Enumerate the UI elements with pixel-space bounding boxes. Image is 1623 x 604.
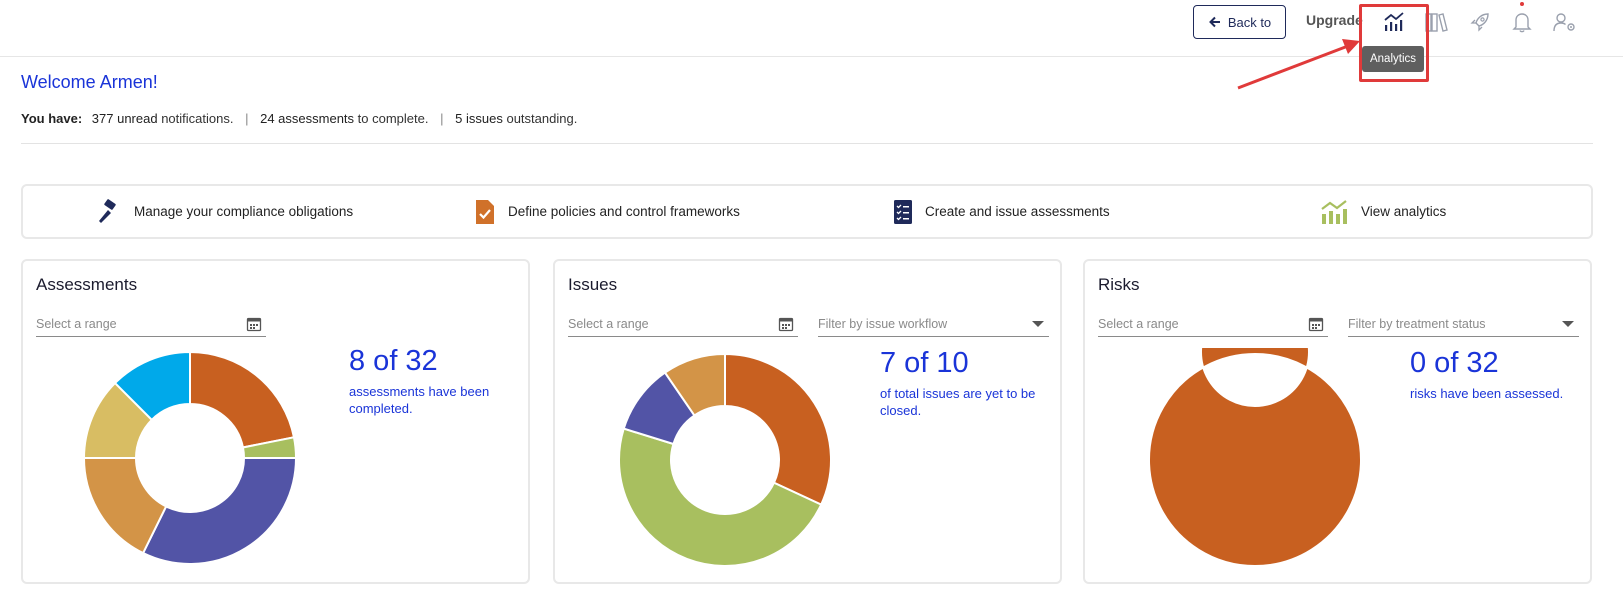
arrow-left-icon — [1208, 16, 1220, 28]
assessments-donut-chart — [82, 350, 298, 565]
range-placeholder: Select a range — [568, 316, 649, 331]
assessments-stat-text-2: completed. — [349, 401, 413, 416]
treatment-status-select[interactable]: Filter by treatment status — [1348, 311, 1579, 337]
bell-icon[interactable] — [1508, 8, 1536, 36]
risks-donut-chart — [1148, 348, 1362, 567]
back-button-label: Back to — [1227, 14, 1272, 30]
risks-stat: 0 of 32 — [1410, 347, 1499, 379]
notifications-text: notifications. — [161, 111, 234, 126]
annotation-highlight-box — [1359, 4, 1429, 82]
action-create-assessments[interactable]: Create and issue assessments — [893, 186, 1110, 237]
donut-slice[interactable] — [141, 457, 298, 565]
donut-slice[interactable] — [618, 427, 823, 567]
action-compliance-obligations[interactable]: Manage your compliance obligations — [96, 186, 353, 237]
issues-count[interactable]: 5 issues — [455, 111, 503, 126]
issues-donut-chart — [618, 352, 832, 567]
donut-slice[interactable] — [189, 350, 296, 449]
issues-stat-text-2: closed. — [880, 403, 922, 418]
notification-dot — [1520, 2, 1524, 6]
notifications-count[interactable]: 377 unread — [91, 111, 158, 126]
analytics-tooltip: Analytics — [1362, 46, 1424, 72]
risks-stat-text-1: risks have been assessed. — [1410, 386, 1564, 401]
card-title: Assessments — [36, 275, 138, 294]
calendar-icon[interactable] — [1308, 316, 1324, 332]
welcome-heading: Welcome Armen! — [21, 72, 158, 92]
rocket-icon[interactable] — [1466, 8, 1494, 36]
donut-slice[interactable] — [663, 352, 726, 417]
assessments-stat-text-1: assessments have been — [349, 384, 490, 399]
dropdown-arrow-icon — [1032, 320, 1044, 327]
analytics-icon[interactable] — [1380, 8, 1408, 36]
calendar-icon[interactable] — [246, 316, 262, 332]
action-label: Define policies and control frameworks — [508, 204, 740, 219]
annotation-arrow — [1237, 39, 1360, 90]
filter-placeholder: Filter by treatment status — [1348, 316, 1486, 331]
policy-doc-icon — [476, 199, 494, 224]
issues-range-input[interactable]: Select a range — [568, 311, 798, 337]
card-title: Risks — [1098, 275, 1140, 294]
assessments-text: to complete. — [357, 111, 429, 126]
assessments-stat: 8 of 32 — [349, 345, 438, 377]
action-label: View analytics — [1361, 204, 1447, 219]
divider — [21, 143, 1593, 144]
range-placeholder: Select a range — [36, 316, 117, 331]
range-placeholder: Select a range — [1098, 316, 1179, 331]
gavel-icon — [99, 198, 116, 223]
donut-slice[interactable] — [724, 352, 832, 506]
quick-actions-bar: Manage your compliance obligations Defin… — [21, 184, 1593, 239]
action-label: Create and issue assessments — [925, 204, 1110, 219]
checklist-icon — [894, 199, 912, 224]
top-bar: Back to Upgrade Analytics — [0, 0, 1623, 82]
summary-line: You have: 377 unread notifications. | 24… — [21, 111, 577, 126]
analytics-chart-icon — [1321, 199, 1347, 224]
issues-stat: 7 of 10 — [880, 347, 969, 379]
separator: | — [440, 111, 444, 126]
assessments-card: Assessments Select a range 8 of 32 asses… — [21, 259, 530, 584]
issue-workflow-select[interactable]: Filter by issue workflow — [818, 311, 1049, 337]
risks-card: Risks Select a range Filter by treatment… — [1083, 259, 1592, 584]
donut-slice[interactable] — [1148, 348, 1362, 567]
filter-placeholder: Filter by issue workflow — [818, 316, 948, 331]
user-settings-icon[interactable] — [1551, 8, 1579, 36]
calendar-icon[interactable] — [778, 316, 794, 332]
action-label: Manage your compliance obligations — [134, 204, 354, 219]
issues-stat-text-1: of total issues are yet to be — [880, 386, 1036, 401]
action-policies-frameworks[interactable]: Define policies and control frameworks — [474, 186, 740, 237]
issues-text: outstanding. — [506, 111, 578, 126]
assessments-count[interactable]: 24 assessments — [260, 111, 355, 126]
donut-slice[interactable] — [113, 350, 191, 422]
summary-label: You have: — [21, 111, 83, 126]
assessments-range-input[interactable]: Select a range — [36, 311, 266, 337]
dropdown-arrow-icon — [1562, 320, 1574, 327]
separator: | — [245, 111, 249, 126]
back-button[interactable]: Back to — [1193, 5, 1286, 39]
issues-card: Issues Select a range Filter by issue wo… — [553, 259, 1062, 584]
upgrade-link[interactable]: Upgrade — [1306, 12, 1363, 28]
card-title: Issues — [568, 275, 618, 294]
risks-range-input[interactable]: Select a range — [1098, 311, 1328, 337]
action-view-analytics[interactable]: View analytics — [1319, 186, 1446, 237]
